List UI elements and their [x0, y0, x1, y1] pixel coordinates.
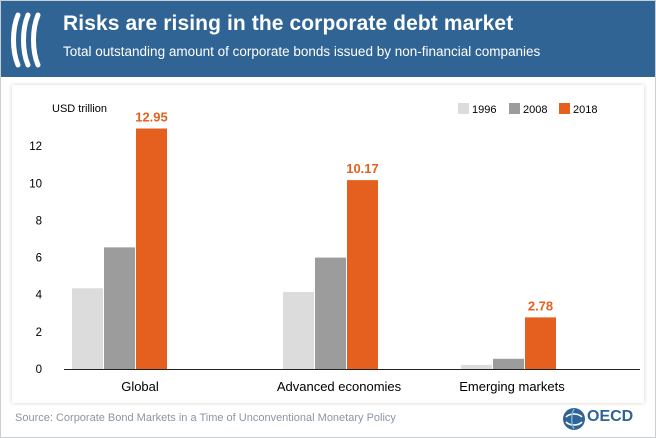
legend-label: 2018 [573, 104, 597, 116]
bar-2008 [315, 257, 346, 369]
x-category-label: Emerging markets [459, 379, 565, 394]
legend-label: 1996 [472, 104, 496, 116]
legend-swatch-1996 [458, 103, 469, 114]
y-tick-label: 10 [29, 178, 42, 190]
chart-subtitle: Total outstanding amount of corporate bo… [63, 44, 541, 59]
bar-2018 [347, 180, 378, 369]
bar-2018 [136, 128, 167, 369]
chart-title: Risks are rising in the corporate debt m… [63, 12, 514, 35]
bar-1996 [461, 364, 492, 369]
bar-chart: USD trillion 0 2 4 6 8 10 12 12.95 10.17 2.78 Globa… [29, 103, 640, 394]
bar-2008 [104, 247, 135, 369]
y-tick-label: 8 [36, 215, 42, 227]
oecd-brand-text: OECD [587, 408, 634, 425]
bar-1996 [72, 288, 103, 369]
header-banner: Risks are rising in the corporate debt m… [1, 1, 655, 77]
data-label: 10.17 [346, 161, 379, 176]
x-category-label: Global [121, 379, 159, 394]
y-tick-label: 0 [36, 364, 42, 376]
y-tick-label: 6 [36, 253, 42, 265]
bar-2018 [525, 317, 556, 369]
plot-panel: USD trillion 0 2 4 6 8 10 12 12.95 10.17 2.78 Globa… [12, 85, 644, 403]
bar-1996 [283, 291, 314, 369]
x-category-label: Advanced economies [277, 379, 402, 394]
legend-swatch-2018 [559, 103, 570, 114]
legend-swatch-2008 [509, 103, 520, 114]
source-note: Source: Corporate Bond Markets in a Time… [15, 412, 396, 424]
bar-2008 [493, 358, 524, 369]
y-tick-label: 12 [29, 141, 42, 153]
oecd-globe-icon [563, 408, 585, 430]
y-axis-label: USD trillion [52, 103, 107, 115]
data-label: 2.78 [528, 298, 553, 313]
data-label: 12.95 [135, 110, 168, 125]
y-tick-label: 2 [36, 327, 42, 339]
oecd-stripes-icon [11, 12, 41, 68]
legend-label: 2008 [523, 104, 547, 116]
y-tick-label: 4 [36, 290, 43, 302]
